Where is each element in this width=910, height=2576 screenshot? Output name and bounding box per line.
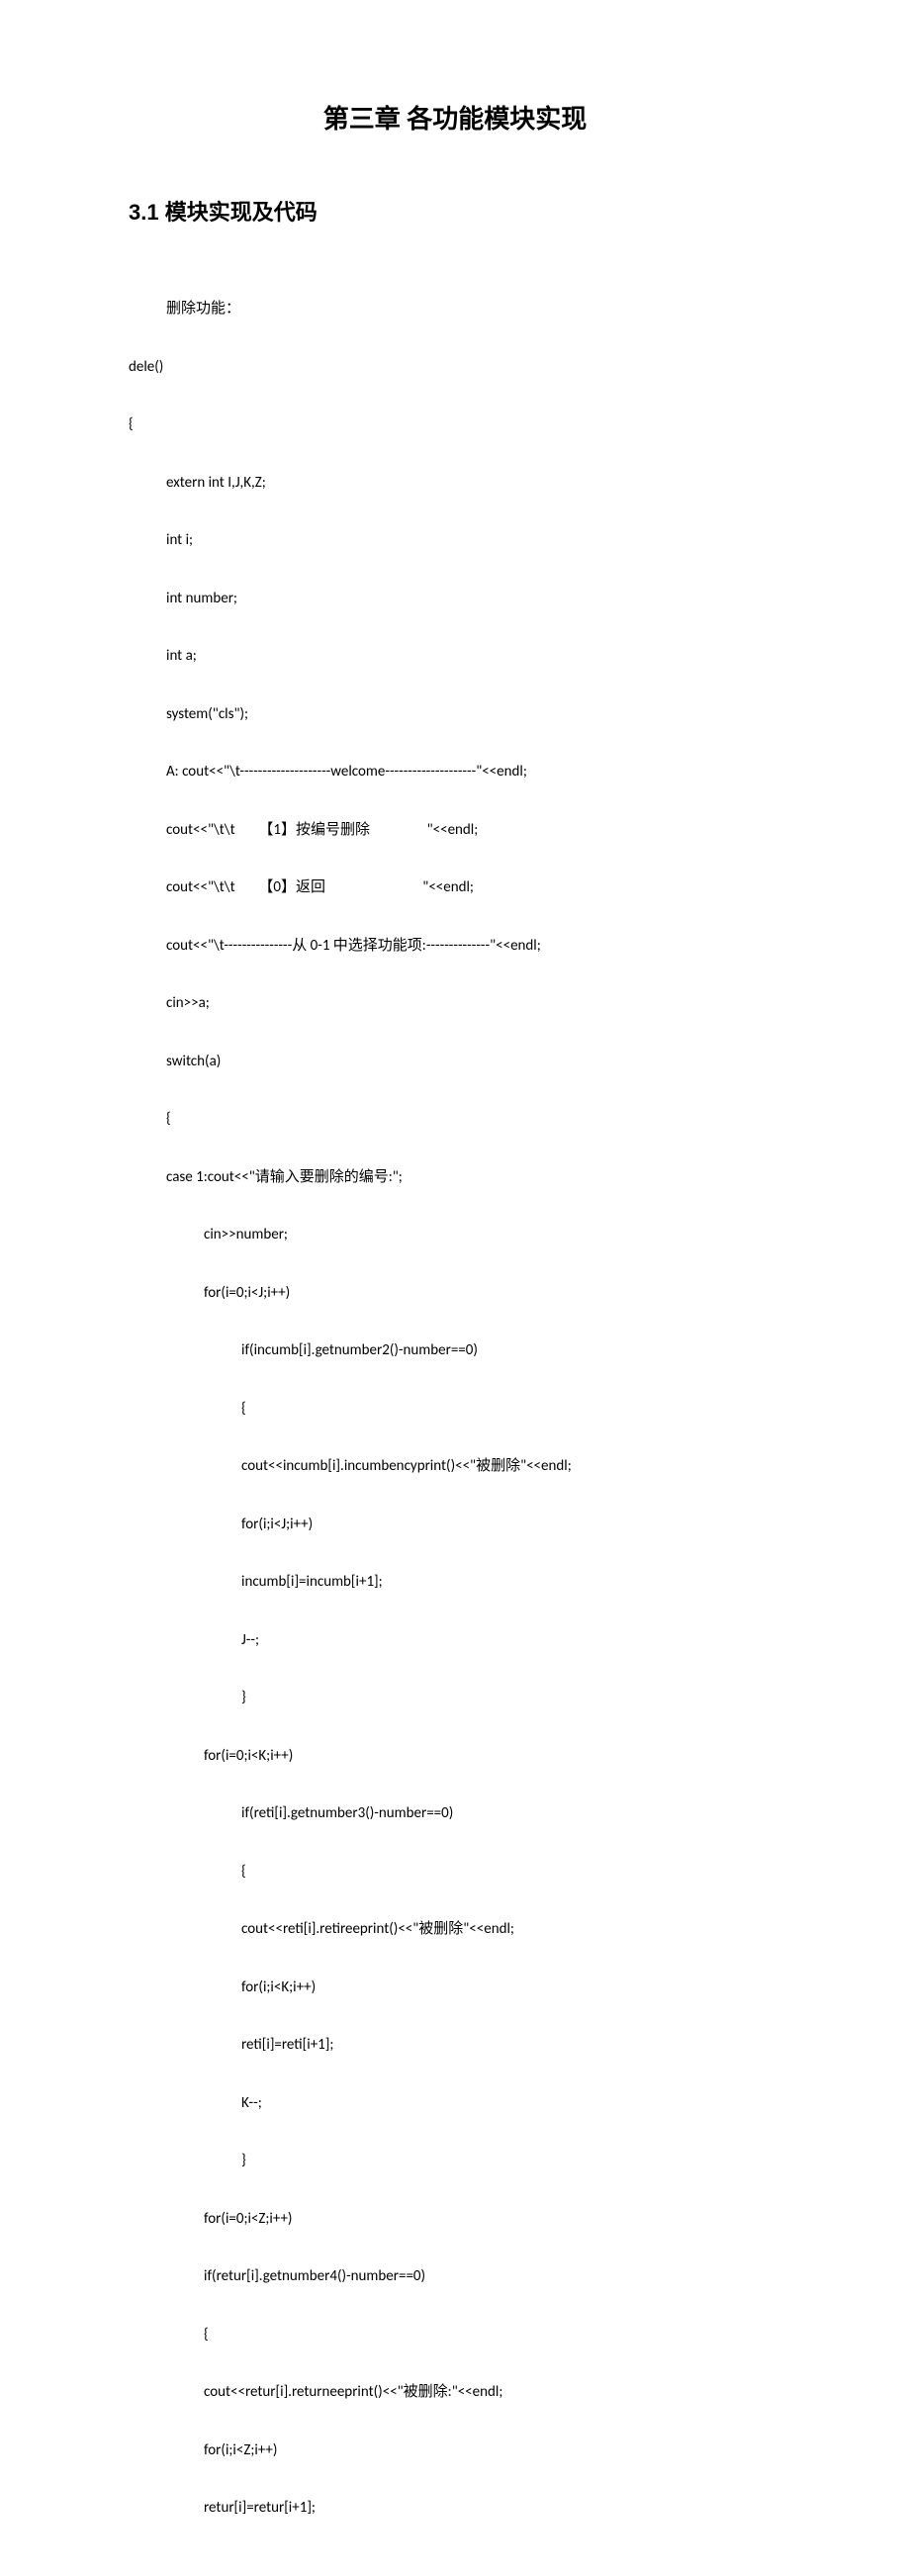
code-line: dele() (129, 353, 781, 382)
code-line: incumb[i]=incumb[i+1]; (129, 1568, 781, 1597)
code-line: int i; (129, 526, 781, 555)
document-page: 第三章 各功能模块实现 3.1 模块实现及代码 删除功能： dele() { e… (0, 0, 910, 2576)
code-block: 删除功能： dele() { extern int I,J,K,Z; int i… (129, 266, 781, 2576)
code-line: for(i;i<Z;i++) (129, 2437, 781, 2465)
code-line: switch(a) (129, 1048, 781, 1076)
code-line: J--; (129, 1626, 781, 1655)
chapter-title: 第三章 各功能模块实现 (129, 99, 781, 136)
code-line: { (129, 1105, 781, 1134)
code-line: for(i;i<J;i++) (129, 1511, 781, 1539)
code-line: int number; (129, 585, 781, 613)
code-line: for(i=0;i<Z;i++) (129, 2205, 781, 2234)
code-line: cout<<"\t\t 【1】按编号删除 "<<endl; (129, 816, 781, 845)
code-line: } (129, 2147, 781, 2175)
code-line: 删除功能： (129, 295, 781, 323)
code-line: for(i;i<K;i++) (129, 1974, 781, 2002)
code-line: for(i=0;i<J;i++) (129, 1279, 781, 1308)
code-line: } (129, 1684, 781, 1712)
code-line: system("cls"); (129, 700, 781, 729)
code-line: cout<<incumb[i].incumbencyprint()<<"被删除"… (129, 1452, 781, 1481)
code-line: K--; (129, 2089, 781, 2118)
code-line: cout<<reti[i].retireeprint()<<"被删除"<<end… (129, 1915, 781, 1944)
code-line: retur[i]=retur[i+1]; (129, 2494, 781, 2523)
code-line: if(retur[i].getnumber4()-number==0) (129, 2262, 781, 2291)
code-line: case 1:cout<<"请输入要删除的编号:"; (129, 1163, 781, 1192)
code-line: cin>>a; (129, 989, 781, 1018)
code-line: if(incumb[i].getnumber2()-number==0) (129, 1336, 781, 1365)
section-title: 3.1 模块实现及代码 (129, 195, 781, 227)
code-line: cout<<"\t\t 【0】返回 "<<endl; (129, 874, 781, 902)
code-line: cin>>number; (129, 1221, 781, 1249)
code-line: cout<<retur[i].returneeprint()<<"被删除:"<<… (129, 2378, 781, 2407)
code-line: { (129, 1858, 781, 1886)
code-line: extern int I,J,K,Z; (129, 469, 781, 498)
code-line: A: cout<<"\t--------------------welcome-… (129, 758, 781, 786)
code-line: if(reti[i].getnumber3()-number==0) (129, 1799, 781, 1828)
code-line: for(i=0;i<K;i++) (129, 1742, 781, 1771)
code-line: { (129, 2321, 781, 2349)
code-line: int a; (129, 642, 781, 671)
code-line: reti[i]=reti[i+1]; (129, 2031, 781, 2060)
code-line: cout<<"\t---------------从 0-1 中选择功能项:---… (129, 932, 781, 961)
code-line: { (129, 411, 781, 439)
code-line: { (129, 1395, 781, 1424)
